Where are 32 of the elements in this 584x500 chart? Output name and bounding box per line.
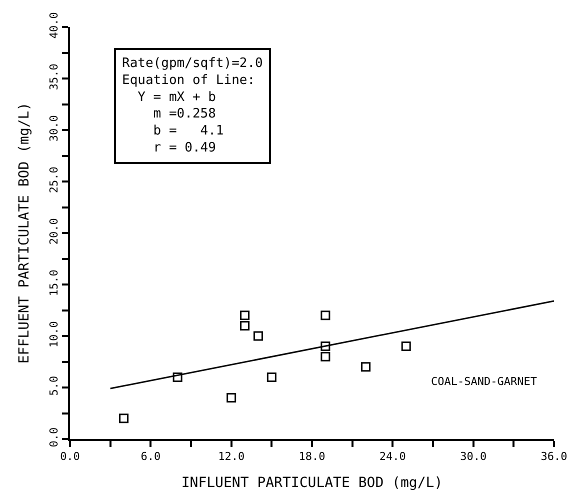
point [320,342,330,352]
point [240,310,250,320]
y-tick-label: 25.0 [48,166,61,194]
point [266,372,276,382]
point [401,342,411,352]
point [361,362,371,372]
x-tick-label: 36.0 [540,450,568,464]
point [172,372,182,382]
y-axis-title: EFFLUENT PARTICULATE BOD (mg/L) [16,102,33,364]
y-tick-label: 10.0 [48,321,61,348]
point [253,331,263,341]
y-tick-label: 5.0 [48,376,61,396]
annotation: COAL-SAND-GARNET [431,375,538,388]
x-tick-label: 18.0 [298,450,326,464]
point [320,310,330,320]
point [119,414,129,424]
y-tick-label: 40.0 [48,12,61,39]
y-tick-label: 0.0 [48,427,61,448]
point [240,320,250,330]
y-tick-label: 30.0 [48,115,61,142]
x-tick-label: 6.0 [140,450,161,464]
y-tick-label: 20.0 [48,218,61,245]
x-tick-label: 24.0 [379,450,406,464]
point [226,393,236,403]
y-tick-label: 35.0 [48,64,61,90]
x-tick-label: 0.0 [60,450,80,464]
x-tick-label: 12.0 [218,450,245,464]
x-tick-label: 30.0 [460,450,487,464]
annotation: Rate(gpm/sqft)=2.0 Equation of Line: Y = mX + b m =0.258 b = 4.1 r = 0.49 [122,56,263,156]
x-axis-title: INFLUENT PARTICULATE BOD (mg/L) [181,475,443,491]
point [320,352,330,362]
y-tick-label: 15.0 [48,270,61,296]
